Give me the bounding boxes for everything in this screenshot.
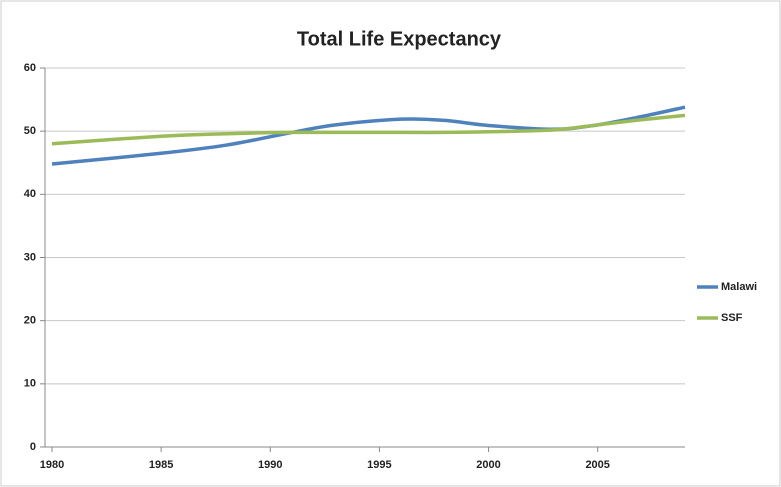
x-tick-label: 1995 [367, 459, 391, 471]
legend-label: SSF [721, 312, 743, 324]
y-tick-label: 50 [24, 125, 36, 137]
y-tick-label: 10 [24, 378, 36, 390]
x-tick-label: 1985 [149, 459, 173, 471]
legend-label: Malawi [721, 281, 757, 293]
x-tick-label: 2000 [476, 459, 500, 471]
chart-title: Total Life Expectancy [297, 28, 502, 50]
y-tick-label: 0 [30, 441, 36, 453]
y-tick-label: 40 [24, 188, 36, 200]
y-tick-label: 60 [24, 62, 36, 74]
y-tick-label: 20 [24, 315, 36, 327]
x-tick-label: 1980 [40, 459, 64, 471]
y-tick-label: 30 [24, 251, 36, 263]
data-line [51, 113, 686, 146]
x-tick-label: 1990 [258, 459, 282, 471]
x-tick-label: 2005 [585, 459, 609, 471]
